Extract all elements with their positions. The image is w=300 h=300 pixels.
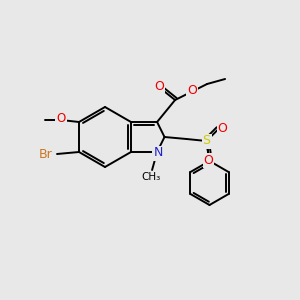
Text: O: O [154, 80, 164, 94]
Text: CH₃: CH₃ [142, 172, 161, 182]
Text: O: O [218, 122, 227, 134]
Text: N: N [153, 146, 163, 160]
Text: O: O [187, 85, 197, 98]
Text: O: O [204, 154, 213, 166]
Text: Br: Br [38, 148, 52, 160]
Text: O: O [56, 112, 66, 125]
Text: S: S [202, 134, 211, 148]
